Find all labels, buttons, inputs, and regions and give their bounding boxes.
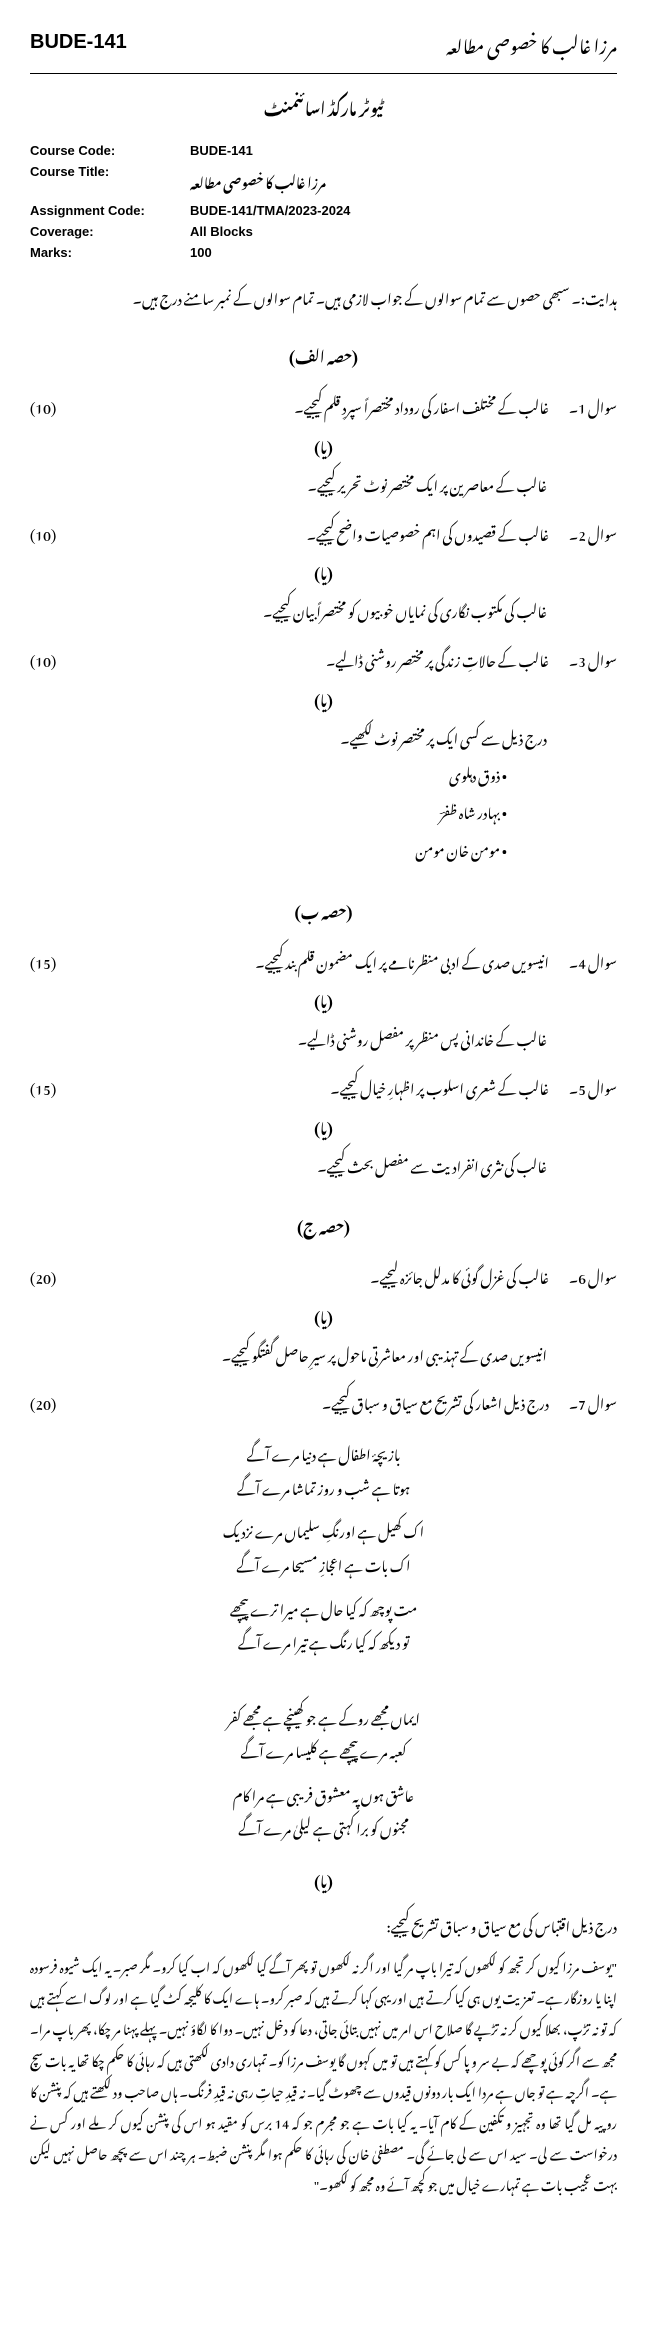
meta-value: مرزا غالب کا خصوصی مطالعہ: [190, 164, 617, 197]
couplet: بازیچۂ اطفال ہے دنیا مرے آگے ہوتا ہے شب …: [30, 1436, 617, 1503]
question-marks: (10): [30, 391, 56, 422]
question: سوال 1۔ غالب کے مختلف اسفار کی روداد مخت…: [30, 391, 617, 500]
question-alt: غالب کے معاصرین پر ایک مختصر نوٹ تحریر ک…: [30, 469, 617, 500]
or-separator: (یا): [30, 554, 617, 589]
course-title-header: مرزا غالب کا خصوصی مطالعہ: [446, 20, 617, 65]
question-alt: درج ذیل سے کسی ایک پر مختصر نوٹ لکھیے۔: [30, 722, 617, 753]
meta-label: Course Title:: [30, 164, 190, 197]
meta-value: BUDE-141: [190, 143, 617, 158]
question: سوال 7۔ درج ذیل اشعار کی تشریح مع سیاق و…: [30, 1387, 617, 2198]
question-text: غالب کی غزل گوئی کا مدلل جائزہ لیجیے۔: [74, 1261, 549, 1292]
question-alt: غالب کی مکتوب نگاری کی نمایاں خوبیوں کو …: [30, 595, 617, 626]
meta-value: 100: [190, 245, 617, 260]
bullet-item: • مومن خان مومن: [30, 832, 507, 866]
section-heading: (حصہ ب): [30, 890, 617, 928]
question-number: سوال 7۔: [567, 1387, 617, 1418]
assignment-subtitle: ٹیوٹر مارکڈ اسائنمنٹ: [30, 86, 617, 126]
question-text: غالب کے شعری اسلوب پر اظہارِ خیال کیجیے۔: [74, 1072, 549, 1103]
question-marks: (10): [30, 518, 56, 549]
section-heading: (حصہ الف): [30, 335, 617, 373]
meta-value: All Blocks: [190, 224, 617, 239]
question: سوال 6۔ غالب کی غزل گوئی کا مدلل جائزہ ل…: [30, 1261, 617, 1370]
meta-row: Course Code: BUDE-141: [30, 140, 617, 161]
meta-table: Course Code: BUDE-141 Course Title: مرزا…: [30, 140, 617, 263]
question-text: غالب کے حالاتِ زندگی پر مختصر روشنی ڈالی…: [74, 644, 549, 675]
verse-line: مت پوچھ کہ کیا حال ہے میرا ترے پیچھے: [30, 1591, 617, 1625]
question-number: سوال 4۔: [567, 946, 617, 977]
verse-line: ہوتا ہے شب و روز تماشا مرے آگے: [30, 1470, 617, 1504]
meta-label: Marks:: [30, 245, 190, 260]
question-number: سوال 3۔: [567, 644, 617, 675]
or-separator: (یا): [30, 1109, 617, 1144]
couplet: ایماں مجھے روکے ہے جو کھینچے ہے مجھے کفر…: [30, 1700, 617, 1767]
couplet: عاشق ہوں پہ معشوق فریبی ہے مرا کام مجنوں…: [30, 1777, 617, 1844]
or-separator: (یا): [30, 428, 617, 463]
question-number: سوال 5۔: [567, 1072, 617, 1103]
question-text: غالب کے مختلف اسفار کی روداد مختصراً سپر…: [74, 391, 549, 422]
question-alt: غالب کی نثری انفرادیت سے مفصل بحث کیجیے۔: [30, 1150, 617, 1181]
couplet-block: بازیچۂ اطفال ہے دنیا مرے آگے ہوتا ہے شب …: [30, 1436, 617, 1844]
question-number: سوال 1۔: [567, 391, 617, 422]
or-separator: (یا): [30, 982, 617, 1017]
question-marks: (10): [30, 644, 56, 675]
section-heading: (حصہ ج): [30, 1205, 617, 1243]
meta-label: Assignment Code:: [30, 203, 190, 218]
meta-label: Coverage:: [30, 224, 190, 239]
question-marks: (20): [30, 1387, 56, 1418]
verse-line: اک کھیل ہے اورنگِ سلیماں مرے نزدیک: [30, 1513, 617, 1547]
meta-label: Course Code:: [30, 143, 190, 158]
header: BUDE-141 مرزا غالب کا خصوصی مطالعہ: [30, 20, 617, 74]
course-code-header: BUDE-141: [30, 31, 127, 54]
passage-heading: درج ذیل اقتباس کی مع سیاق و سباق تشریح ک…: [30, 1911, 617, 1939]
verse-line: کعبہ مرے پیچھے ہے کلیسا مرے آگے: [30, 1733, 617, 1767]
verse-line: بازیچۂ اطفال ہے دنیا مرے آگے: [30, 1436, 617, 1470]
question-text: انیسویں صدی کے ادبی منظرنامے پر ایک مضمو…: [74, 946, 549, 977]
passage-text: "یوسف مرزا کیوں کر تجھ کو لکھوں کہ تیرا …: [30, 1949, 617, 2199]
question-marks: (15): [30, 1072, 56, 1103]
or-separator: (یا): [30, 681, 617, 716]
bullet-item: • ذوق دہلوی: [30, 757, 507, 791]
question-alt: غالب کے خاندانی پس منظر پر مفصل روشنی ڈا…: [30, 1023, 617, 1054]
meta-value: BUDE-141/TMA/2023-2024: [190, 203, 617, 218]
verse-line: عاشق ہوں پہ معشوق فریبی ہے مرا کام: [30, 1777, 617, 1811]
question: سوال 3۔ غالب کے حالاتِ زندگی پر مختصر رو…: [30, 644, 617, 865]
meta-row: Assignment Code: BUDE-141/TMA/2023-2024: [30, 200, 617, 221]
verse-line: مجنوں کو برا کہتی ہے لیلیٰ مرے آگے: [30, 1810, 617, 1844]
question-text: درج ذیل اشعار کی تشریح مع سیاق و سباق کی…: [74, 1387, 549, 1418]
meta-row: Course Title: مرزا غالب کا خصوصی مطالعہ: [30, 161, 617, 200]
meta-row: Marks: 100: [30, 242, 617, 263]
question: سوال 2۔ غالب کے قصیدوں کی اہم خصوصیات وا…: [30, 518, 617, 627]
bullet-item: • بہادر شاہ ظفرؔ: [30, 794, 507, 828]
verse-line: اک بات ہے اعجازِ مسیحا مرے آگے: [30, 1547, 617, 1581]
or-separator: (یا): [30, 1298, 617, 1333]
bullet-list: • ذوق دہلوی • بہادر شاہ ظفرؔ • مومن خان …: [30, 757, 617, 866]
question-text: غالب کے قصیدوں کی اہم خصوصیات واضح کیجیے…: [74, 518, 549, 549]
question-alt: انیسویں صدی کے تہذیبی اور معاشرتی ماحول …: [30, 1339, 617, 1370]
question: سوال 5۔ غالب کے شعری اسلوب پر اظہارِ خیا…: [30, 1072, 617, 1181]
couplet: مت پوچھ کہ کیا حال ہے میرا ترے پیچھے تو …: [30, 1591, 617, 1658]
question-number: سوال 6۔: [567, 1261, 617, 1292]
verse-line: ایماں مجھے روکے ہے جو کھینچے ہے مجھے کفر: [30, 1700, 617, 1734]
question-marks: (15): [30, 946, 56, 977]
couplet: اک کھیل ہے اورنگِ سلیماں مرے نزدیک اک با…: [30, 1513, 617, 1580]
or-separator: (یا): [30, 1862, 617, 1897]
meta-row: Coverage: All Blocks: [30, 221, 617, 242]
question-marks: (20): [30, 1261, 56, 1292]
instruction-text: ہدایت:۔ سبھی حصوں سے تمام سوالوں کے جواب…: [30, 283, 617, 311]
question: سوال 4۔ انیسویں صدی کے ادبی منظرنامے پر …: [30, 946, 617, 1055]
question-number: سوال 2۔: [567, 518, 617, 549]
verse-line: تو دیکھ کہ کیا رنگ ہے تیرا مرے آگے: [30, 1624, 617, 1658]
